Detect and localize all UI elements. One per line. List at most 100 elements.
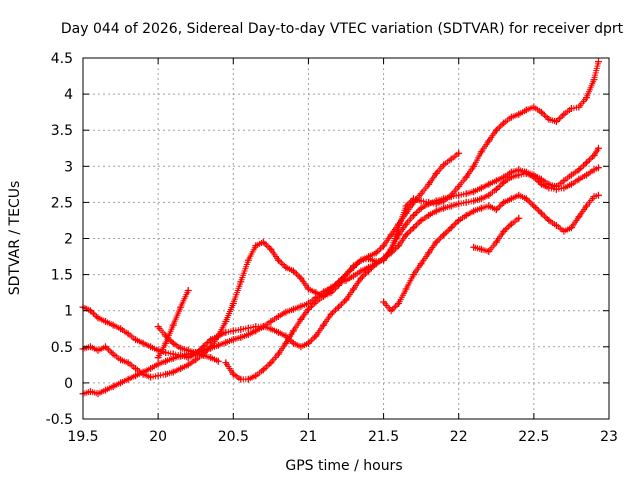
data-point [545, 216, 553, 224]
data-point [162, 332, 170, 340]
data-point [229, 300, 237, 307]
data-point [545, 180, 553, 188]
data-point [117, 325, 125, 333]
data-point [244, 331, 252, 338]
data-point [177, 303, 185, 311]
data-point [387, 307, 395, 315]
data-point [455, 200, 463, 208]
data-point [380, 242, 388, 250]
data-point [567, 224, 575, 232]
data-point [289, 305, 297, 313]
data-point [583, 94, 590, 102]
data-point [575, 103, 583, 111]
data-point [237, 326, 245, 333]
data-point [207, 344, 215, 352]
data-point [177, 365, 185, 372]
x-tick-label: 20 [149, 429, 167, 445]
data-point [289, 339, 297, 347]
data-point [289, 327, 297, 335]
x-tick-label: 22 [450, 429, 468, 445]
data-point [537, 209, 545, 217]
data-point [222, 318, 230, 325]
data-point [590, 152, 598, 159]
data-point [462, 211, 470, 219]
data-point [297, 274, 305, 282]
data-point [552, 183, 560, 190]
data-point [515, 214, 523, 222]
data-point [259, 238, 267, 246]
y-tick-label: 3.5 [51, 123, 73, 139]
data-point [102, 386, 109, 394]
data-point [304, 305, 312, 313]
data-point [530, 202, 538, 210]
data-point [229, 336, 237, 344]
data-point [207, 354, 215, 362]
data-point [492, 206, 500, 214]
data-point [507, 113, 515, 121]
data-point [417, 204, 425, 212]
data-point [222, 359, 230, 367]
data-point [237, 278, 245, 286]
data-point [507, 195, 515, 203]
y-tick-label: 0.5 [51, 340, 73, 356]
data-point [522, 168, 530, 176]
y-tick-label: 0 [64, 376, 73, 392]
data-point [327, 310, 335, 318]
data-point [440, 231, 448, 239]
data-point [335, 278, 342, 286]
data-point [515, 110, 523, 118]
data-point [432, 207, 440, 215]
data-point [102, 318, 109, 325]
data-point [567, 171, 575, 179]
data-point [522, 195, 530, 203]
data-point [477, 204, 485, 212]
data-point [139, 368, 147, 376]
data-point [485, 202, 493, 210]
data-point [417, 197, 425, 205]
data-series [79, 58, 602, 398]
data-point [267, 359, 275, 367]
data-point [387, 231, 395, 239]
data-point [515, 191, 523, 199]
data-point [515, 166, 523, 174]
data-point [222, 328, 230, 336]
data-point [410, 211, 418, 219]
data-point [530, 103, 538, 111]
data-point [462, 173, 470, 181]
data-point [184, 287, 192, 294]
data-point [583, 159, 590, 167]
data-point [590, 76, 598, 84]
data-point [560, 227, 568, 235]
data-point [124, 375, 132, 383]
data-point [477, 184, 485, 192]
data-point [402, 285, 410, 293]
data-point [169, 321, 177, 329]
data-point [304, 285, 312, 293]
data-point [462, 198, 470, 206]
data-point [184, 361, 192, 369]
data-point [395, 231, 403, 239]
data-point [147, 365, 155, 372]
data-point [274, 313, 282, 320]
data-point [560, 110, 568, 118]
data-point [560, 184, 568, 192]
data-point [274, 256, 282, 264]
data-point [595, 58, 602, 66]
data-point [372, 249, 380, 257]
y-tick-label: 2.5 [51, 195, 73, 211]
data-point [154, 360, 162, 368]
data-point [470, 188, 478, 196]
data-point [350, 263, 357, 271]
data-point [500, 119, 508, 127]
series-track-1 [79, 164, 602, 362]
data-point [132, 365, 140, 372]
data-point [417, 216, 425, 224]
data-point [440, 204, 448, 212]
data-point [432, 170, 440, 177]
series-track-7 [154, 323, 222, 365]
series-track-4 [222, 149, 463, 383]
data-point [365, 263, 372, 271]
data-point [590, 193, 598, 201]
data-point [357, 267, 365, 275]
data-point [320, 292, 327, 300]
